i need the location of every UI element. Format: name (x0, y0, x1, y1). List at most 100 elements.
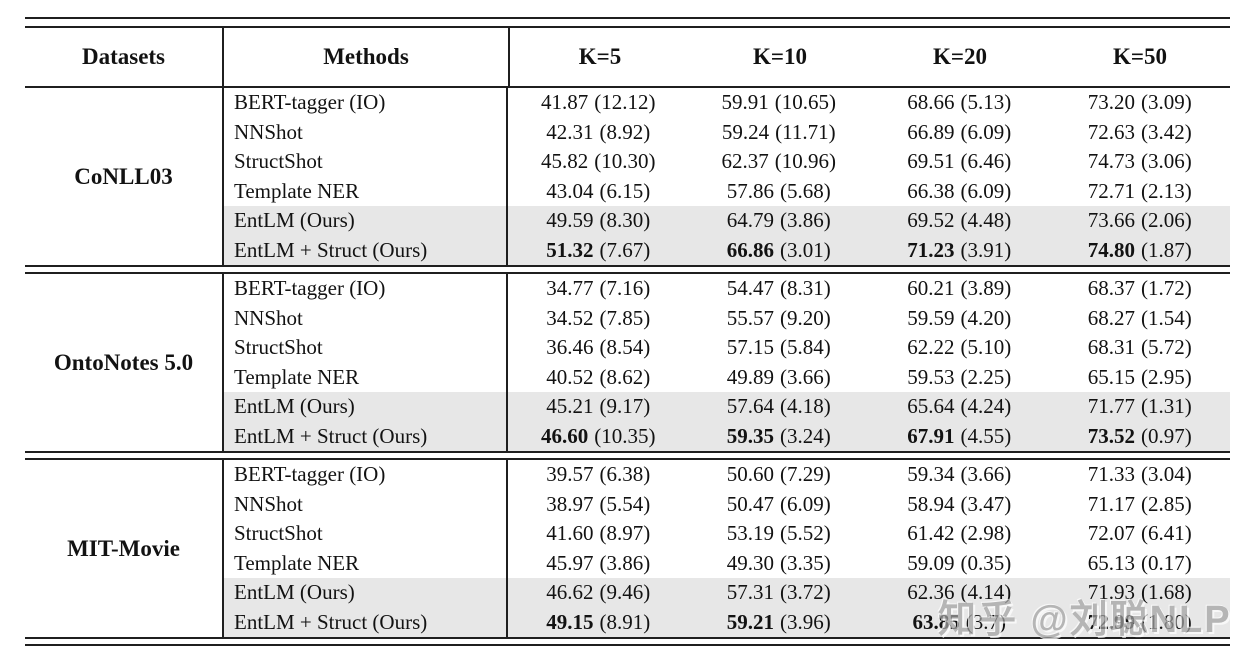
score-cell: 59.35 (3.24) (726, 423, 831, 448)
score-cell: 36.46 (8.54) (546, 335, 651, 360)
table-row: BERT-tagger (IO) 41.87 (12.12) 59.91 (10.6… (224, 88, 1230, 118)
table-row-ours: EntLM (Ours) 45.21 (9.17) 57.64 (4.18) 65.… (224, 392, 1230, 422)
score-cell: 59.53 (2.25) (907, 364, 1012, 389)
score-cell: 57.86 (5.68) (726, 178, 831, 203)
score-cell: 72.99 (1.80) (1087, 609, 1192, 634)
section-divider-rule (25, 265, 1230, 274)
score-cell: 46.62 (9.46) (546, 580, 651, 605)
header-k20: K=20 (933, 44, 987, 69)
score-cell: 59.24 (11.71) (721, 119, 836, 144)
score-cell: 65.15 (2.95) (1087, 364, 1192, 389)
score-cell: 57.31 (3.72) (726, 580, 831, 605)
score-cell: 69.52 (4.48) (907, 208, 1012, 233)
method-cell: StructShot (224, 147, 508, 177)
table-row: NNShot 38.97 (5.54) 50.47 (6.09) 58.94 (3.4… (224, 489, 1230, 519)
header-k10: K=10 (753, 44, 807, 69)
score-cell: 62.37 (10.96) (721, 149, 837, 174)
top-double-rule (25, 17, 1230, 28)
table-row: NNShot 42.31 (8.92) 59.24 (11.71) 66.89 (6.… (224, 117, 1230, 147)
score-cell: 62.36 (4.14) (907, 580, 1012, 605)
score-cell: 59.34 (3.66) (907, 462, 1012, 487)
score-cell: 54.47 (8.31) (726, 276, 831, 301)
score-cell: 73.52 (0.97) (1087, 423, 1192, 448)
method-cell: EntLM + Struct (Ours) (224, 235, 508, 265)
section-conll03: CoNLL03 BERT-tagger (IO) 41.87 (12.12) 59… (25, 88, 1230, 265)
score-cell: 34.77 (7.16) (546, 276, 651, 301)
method-cell: BERT-tagger (IO) (224, 88, 508, 118)
table-row: Template NER 43.04 (6.15) 57.86 (5.68) 66.… (224, 176, 1230, 206)
score-cell: 45.21 (9.17) (546, 394, 651, 419)
score-cell: 68.27 (1.54) (1087, 305, 1192, 330)
score-cell: 72.07 (6.41) (1087, 521, 1192, 546)
score-cell: 71.77 (1.31) (1087, 394, 1192, 419)
score-cell: 61.42 (2.98) (907, 521, 1012, 546)
score-cell: 49.59 (8.30) (546, 208, 651, 233)
score-cell: 59.91 (10.65) (721, 90, 837, 115)
score-cell: 60.21 (3.89) (907, 276, 1012, 301)
table-row-ours-best: EntLM + Struct (Ours) 51.32 (7.67) 66.86(… (224, 235, 1230, 265)
header-k50: K=50 (1113, 44, 1167, 69)
score-cell: 66.86 (3.01) (726, 237, 831, 262)
score-cell: 40.52 (8.62) (546, 364, 651, 389)
dataset-label: CoNLL03 (25, 88, 224, 265)
score-cell: 34.52 (7.85) (546, 305, 651, 330)
score-cell: 74.80 (1.87) (1087, 237, 1192, 262)
table-row-ours-best: EntLM + Struct (Ours) 46.60 (10.35) 59.35… (224, 421, 1230, 451)
score-cell: 39.57 (6.38) (546, 462, 651, 487)
score-cell: 62.22 (5.10) (907, 335, 1012, 360)
method-cell: StructShot (224, 333, 508, 363)
score-cell: 66.89 (6.09) (907, 119, 1012, 144)
score-cell: 41.87 (12.12) (541, 90, 656, 115)
header-methods: Methods (224, 28, 510, 86)
method-cell: NNShot (224, 117, 508, 147)
score-cell: 58.94 (3.47) (907, 491, 1012, 516)
bottom-double-rule (25, 637, 1230, 646)
method-cell: BERT-tagger (IO) (224, 460, 508, 490)
method-cell: EntLM (Ours) (224, 392, 508, 422)
dataset-label: OntoNotes 5.0 (25, 274, 224, 451)
score-cell: 51.32 (7.67) (546, 237, 651, 262)
score-cell: 57.15 (5.84) (726, 335, 831, 360)
score-cell: 72.71 (2.13) (1087, 178, 1192, 203)
score-cell: 42.31 (8.92) (546, 119, 651, 144)
table-row: StructShot 45.82 (10.30) 62.37 (10.96) 69.… (224, 147, 1230, 177)
table-row: Template NER 45.97 (3.86) 49.30 (3.35) 59.… (224, 548, 1230, 578)
score-cell: 50.60 (7.29) (726, 462, 831, 487)
method-cell: StructShot (224, 519, 508, 549)
results-table: Datasets Methods K=5 K=10 K=20 K=50 CoNL… (25, 17, 1230, 646)
score-cell: 69.51 (6.46) (907, 149, 1012, 174)
score-cell: 67.91 (4.55) (907, 423, 1012, 448)
score-cell: 68.37 (1.72) (1087, 276, 1192, 301)
dataset-label: MIT-Movie (25, 460, 224, 637)
score-cell: 49.89 (3.66) (726, 364, 831, 389)
method-cell: EntLM (Ours) (224, 206, 508, 236)
score-cell: 43.04 (6.15) (546, 178, 651, 203)
score-cell: 57.64 (4.18) (726, 394, 831, 419)
table-row: Template NER 40.52 (8.62) 49.89 (3.66) 59.… (224, 362, 1230, 392)
score-cell: 66.38 (6.09) (907, 178, 1012, 203)
table-row: StructShot 36.46 (8.54) 57.15 (5.84) 62.22… (224, 333, 1230, 363)
score-cell: 68.66 (5.13) (907, 90, 1012, 115)
score-cell: 45.82 (10.30) (541, 149, 656, 174)
score-cell: 73.66 (2.06) (1087, 208, 1192, 233)
header-k5: K=5 (578, 44, 622, 69)
table-row: NNShot 34.52 (7.85) 55.57 (9.20) 59.59 (4.2… (224, 303, 1230, 333)
score-cell: 63.85 (3.7) (912, 609, 1007, 634)
table-header-row: Datasets Methods K=5 K=10 K=20 K=50 (25, 28, 1230, 88)
table-row: BERT-tagger (IO) 39.57 (6.38) 50.60 (7.29)… (224, 460, 1230, 490)
score-cell: 68.31 (5.72) (1087, 335, 1192, 360)
header-datasets: Datasets (25, 28, 224, 86)
score-cell: 46.60 (10.35) (541, 423, 656, 448)
section-mit-movie: MIT-Movie BERT-tagger (IO) 39.57 (6.38) 5… (25, 460, 1230, 637)
method-cell: Template NER (224, 176, 508, 206)
score-cell: 73.20 (3.09) (1087, 90, 1192, 115)
score-cell: 59.21 (3.96) (726, 609, 831, 634)
score-cell: 50.47 (6.09) (726, 491, 831, 516)
score-cell: 49.15 (8.91) (546, 609, 651, 634)
score-cell: 55.57 (9.20) (726, 305, 831, 330)
score-cell: 49.30 (3.35) (726, 550, 831, 575)
score-cell: 74.73 (3.06) (1087, 149, 1192, 174)
score-cell: 71.23 (3.91) (907, 237, 1012, 262)
method-cell: Template NER (224, 362, 508, 392)
table-row: BERT-tagger (IO) 34.77 (7.16) 54.47 (8.31)… (224, 274, 1230, 304)
